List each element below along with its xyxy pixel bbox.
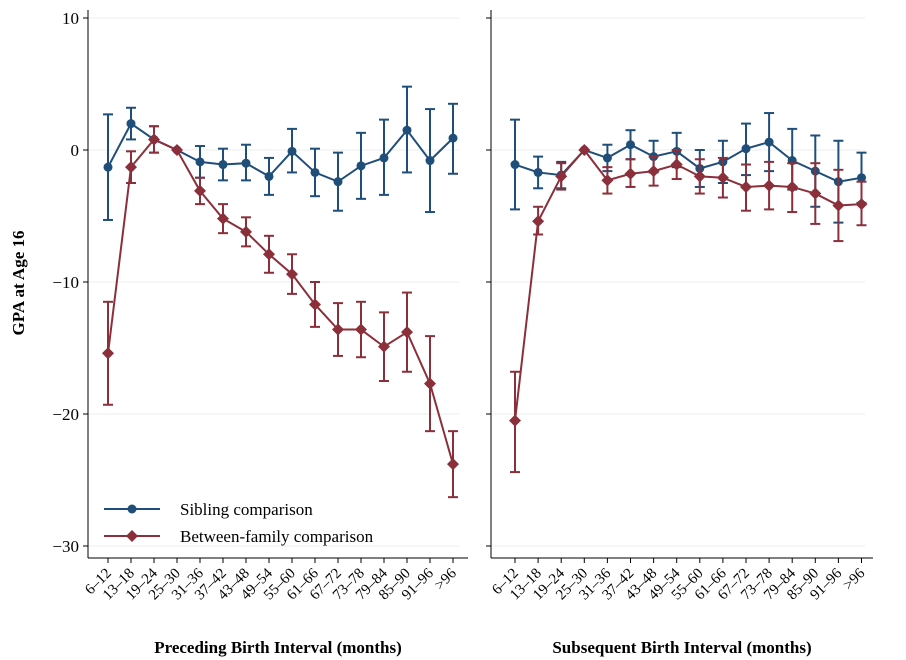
sibling-series-line [515,142,862,182]
between-point [532,215,544,227]
legend-marker-sibling [128,505,137,514]
between-point [625,168,637,180]
sibling-point [357,161,366,170]
between-point [424,378,436,390]
sibling-point [426,156,435,165]
between-point [740,181,752,193]
sibling-point [104,163,113,172]
sibling-point [626,140,635,149]
x-axis-title-preceding: Preceding Birth Interval (months) [154,638,402,657]
between-point [763,180,775,192]
sibling-point [334,177,343,186]
sibling-series-line [108,124,453,182]
y-tick-label: −10 [52,273,79,292]
sibling-point [265,172,274,181]
x-tick-label: >96 [432,565,460,593]
sibling-point [196,157,205,166]
right-panel-subsequent-interval: 6–1213–1819–2425–3031–3637–4243–4849–545… [486,10,873,603]
between-series-line [515,150,862,421]
sibling-point [742,144,751,153]
sibling-point [511,160,520,169]
legend-marker-between [126,530,138,542]
sibling-point [380,153,389,162]
between-point [171,144,183,156]
sibling-point [242,159,251,168]
between-point [786,181,798,193]
between-point [509,415,521,427]
y-tick-label: −30 [52,537,79,556]
y-axis-title: GPA at Age 16 [9,231,28,336]
legend-label-between: Between-family comparison [180,527,374,546]
sibling-point [765,138,774,147]
between-point [648,165,660,177]
between-point [856,198,868,210]
y-tick-label: 10 [62,9,79,28]
between-point [401,326,413,338]
y-tick-label: 0 [71,141,80,160]
between-point [809,188,821,200]
legend: Sibling comparison Between-family compar… [104,500,374,546]
x-tick-label: >96 [840,565,868,593]
sibling-point [288,147,297,156]
sibling-point [403,126,412,135]
between-point [832,199,844,211]
between-series-line [108,139,453,464]
sibling-point [534,168,543,177]
between-point [102,347,114,359]
sibling-point [127,119,136,128]
sibling-point [219,160,228,169]
sibling-point [449,134,458,143]
sibling-point [311,168,320,177]
sibling-point [603,153,612,162]
x-axis-title-subsequent: Subsequent Birth Interval (months) [552,638,811,657]
y-tick-label: −20 [52,405,79,424]
legend-label-sibling: Sibling comparison [180,500,313,519]
between-point [717,172,729,184]
between-point [671,159,683,171]
between-point [447,458,459,470]
between-point [694,170,706,182]
